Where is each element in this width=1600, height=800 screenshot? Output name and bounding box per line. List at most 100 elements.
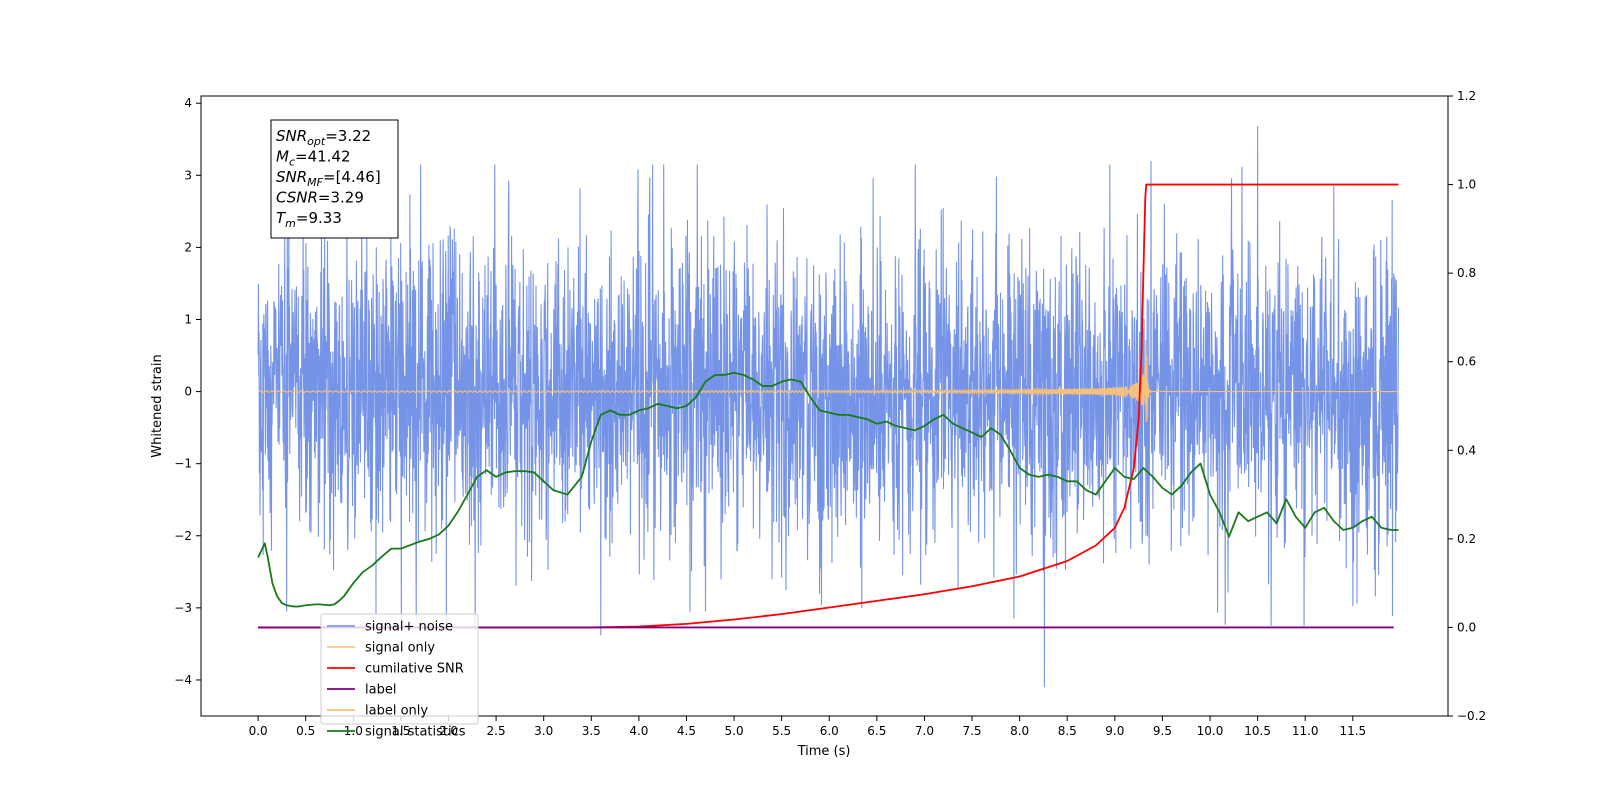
series-cumilative-snr (258, 183, 1399, 629)
legend-label: signal statistics (365, 725, 466, 740)
x-tick-label: 9.0 (1105, 724, 1124, 738)
y-left-tick-label: 1 (184, 312, 192, 326)
x-tick: 8.0 (1010, 716, 1029, 738)
y-right-tick-label: 0.2 (1457, 532, 1476, 546)
x-tick-label: 10.5 (1244, 724, 1271, 738)
x-tick-label: 11.5 (1339, 724, 1366, 738)
legend-item: signal statistics (327, 725, 466, 740)
y-left-tick: 0 (184, 385, 201, 399)
y-left-tick-label: 2 (184, 240, 192, 254)
x-axis-label: Time (s) (797, 744, 851, 759)
y-left-tick-label: −2 (174, 529, 192, 543)
y-right-tick-label: 0.8 (1457, 266, 1476, 280)
legend-item: signal only (327, 641, 435, 656)
y-right-tick-label: 1.2 (1457, 89, 1476, 103)
x-tick-label: 8.0 (1010, 724, 1029, 738)
legend-item: signal+ noise (327, 620, 453, 635)
legend-item: label (327, 683, 396, 698)
annotation-line: SNRMF=[4.46] (276, 168, 381, 189)
x-tick-label: 7.5 (962, 724, 981, 738)
x-tick: 6.5 (867, 716, 886, 738)
y-left-tick-label: 0 (184, 385, 192, 399)
left-y-axis: −4 −3 −2 −1 0 1 2 3 4 (174, 96, 201, 687)
annotation-line: Tm=9.33 (276, 209, 342, 230)
x-axis: 0.0 0.5 1.0 1.5 2.0 2.5 3.0 3.5 4.0 4.5 5.0 5.5 6.0 6… (249, 716, 1366, 738)
x-tick: 4.5 (677, 716, 696, 738)
x-tick: 11.0 (1292, 716, 1319, 738)
x-tick-label: 2.0 (439, 724, 458, 738)
x-tick-label: 5.0 (725, 724, 744, 738)
y-left-tick-label: 4 (184, 96, 192, 110)
y-left-tick: −1 (174, 457, 201, 471)
x-tick: 7.5 (962, 716, 982, 738)
y-left-tick-label: −4 (174, 673, 192, 687)
x-tick-label: 2.5 (487, 724, 506, 738)
x-tick-label: 11.0 (1292, 724, 1319, 738)
x-tick-label: 4.5 (677, 724, 696, 738)
y-right-tick-label: 0.4 (1457, 443, 1476, 457)
y-left-tick: 2 (184, 240, 201, 254)
x-tick: 2.5 (487, 716, 506, 738)
x-tick-label: 7.0 (915, 724, 934, 738)
y-right-tick: 0.0 (1448, 620, 1476, 634)
y-right-tick: 0.4 (1448, 443, 1476, 457)
y-right-tick: 0.8 (1448, 266, 1476, 280)
x-tick-label: 6.0 (820, 724, 839, 738)
annotation-line: Mc=41.42 (276, 148, 351, 169)
y-left-tick-label: 3 (184, 168, 192, 182)
x-tick: 10.0 (1197, 716, 1223, 738)
y-left-tick-label: −1 (174, 457, 192, 471)
y-right-tick-label: −0.2 (1457, 709, 1486, 723)
x-tick: 3.5 (582, 716, 601, 738)
x-tick: 0.5 (296, 716, 315, 738)
series-signal-noise (257, 126, 1400, 688)
x-tick: 5.5 (772, 716, 791, 738)
x-tick: 7.0 (915, 716, 934, 738)
legend-label: cumilative SNR (365, 662, 464, 677)
x-tick: 5.0 (725, 716, 744, 738)
y-left-tick-label: −3 (174, 601, 192, 615)
y-right-tick: 0.2 (1448, 532, 1476, 546)
y-axis-label: Whitened strain (150, 354, 165, 457)
x-tick-label: 0.0 (249, 724, 268, 738)
series-layer (257, 126, 1400, 688)
x-tick-label: 9.5 (1153, 724, 1172, 738)
legend-item: label only (327, 704, 428, 719)
y-right-tick-label: 0.6 (1457, 355, 1476, 369)
annotation-box: SNRopt=3.22Mc=41.42SNRMF=[4.46]CSNR=3.29… (270, 119, 399, 239)
legend: signal+ noise signal only cumilative SNR la… (320, 613, 479, 740)
x-tick-label: 0.5 (296, 724, 315, 738)
y-right-tick: −0.2 (1448, 709, 1486, 723)
y-right-tick: 1.0 (1448, 178, 1476, 192)
x-tick: 0.0 (249, 716, 268, 738)
x-tick: 11.5 (1339, 716, 1366, 738)
plot-frame (200, 95, 1449, 717)
y-left-tick: 3 (184, 168, 201, 182)
x-tick-label: 5.5 (772, 724, 791, 738)
x-tick: 6.0 (820, 716, 839, 738)
y-right-tick: 0.6 (1448, 355, 1476, 369)
y-left-tick: 1 (184, 312, 201, 326)
legend-label: label only (365, 704, 428, 719)
x-tick-label: 3.0 (534, 724, 553, 738)
x-tick-label: 4.0 (629, 724, 648, 738)
legend-label: label (365, 683, 396, 698)
y-right-tick-label: 1.0 (1457, 178, 1476, 192)
x-tick-label: 3.5 (582, 724, 601, 738)
x-tick: 10.5 (1244, 716, 1271, 738)
series-signal-only (257, 339, 1399, 423)
y-left-tick: −2 (174, 529, 201, 543)
x-tick-label: 6.5 (867, 724, 886, 738)
x-tick: 4.0 (629, 716, 648, 738)
x-tick: 8.5 (1058, 716, 1077, 738)
annotation-line: SNRopt=3.22 (276, 127, 371, 148)
y-left-tick: −4 (174, 673, 201, 687)
y-right-tick-label: 0.0 (1457, 620, 1476, 634)
legend-label: signal only (365, 641, 435, 656)
legend-item: cumilative SNR (327, 662, 464, 677)
x-tick: 9.5 (1153, 716, 1172, 738)
x-tick: 3.0 (534, 716, 553, 738)
y-left-tick: −3 (174, 601, 201, 615)
annotation-line: CSNR=3.29 (276, 189, 364, 207)
